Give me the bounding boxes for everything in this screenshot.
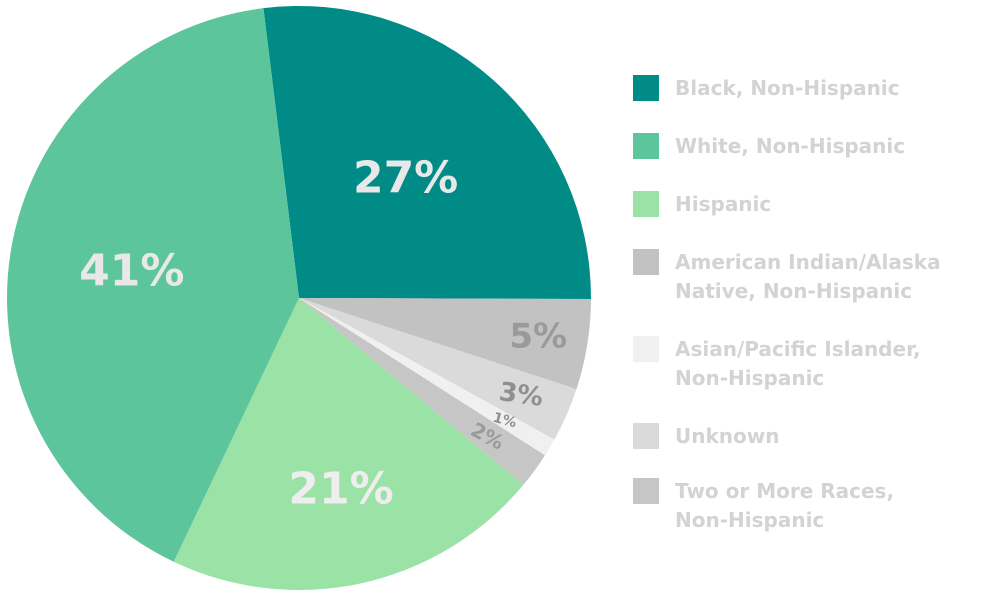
legend-item: American Indian/Alaska Native, Non-Hispa… [633, 249, 973, 306]
legend-label: Black, Non-Hispanic [675, 76, 900, 100]
legend-item: Hispanic [633, 191, 973, 219]
legend-label: White, Non-Hispanic [675, 134, 906, 158]
legend-swatch [633, 423, 659, 449]
legend-swatch [633, 336, 659, 362]
slice-label: 3% [497, 377, 545, 413]
legend-swatch [633, 133, 659, 159]
legend-item: Black, Non-Hispanic [633, 75, 973, 103]
slice-label: 27% [353, 152, 458, 203]
pie-slice [299, 298, 555, 456]
pie-slice [299, 298, 577, 440]
slice-label: 5% [509, 317, 567, 357]
pie-slice [263, 6, 591, 300]
legend-label: Unknown [675, 424, 780, 448]
legend-swatch [633, 75, 659, 101]
legend-item: White, Non-Hispanic [633, 133, 973, 161]
legend-swatch [633, 191, 659, 217]
legend-item: Two or More Races, Non-Hispanic [633, 478, 973, 535]
slice-label: 41% [79, 245, 184, 296]
legend-item: Unknown [633, 423, 973, 451]
pie-slice [6, 8, 300, 562]
pie-slice [299, 298, 545, 485]
legend-item: Asian/Pacific Islander, Non-Hispanic [633, 336, 973, 393]
legend-label: Two or More Races, Non-Hispanic [675, 479, 895, 532]
legend-label: American Indian/Alaska Native, Non-Hispa… [675, 250, 941, 303]
legend-swatch [633, 249, 659, 275]
pie-slice [173, 298, 524, 590]
legend-swatch [633, 478, 659, 504]
pie-slice [299, 298, 591, 390]
legend-label: Asian/Pacific Islander, Non-Hispanic [675, 337, 921, 390]
legend-label: Hispanic [675, 192, 772, 216]
slice-label: 21% [288, 464, 393, 515]
